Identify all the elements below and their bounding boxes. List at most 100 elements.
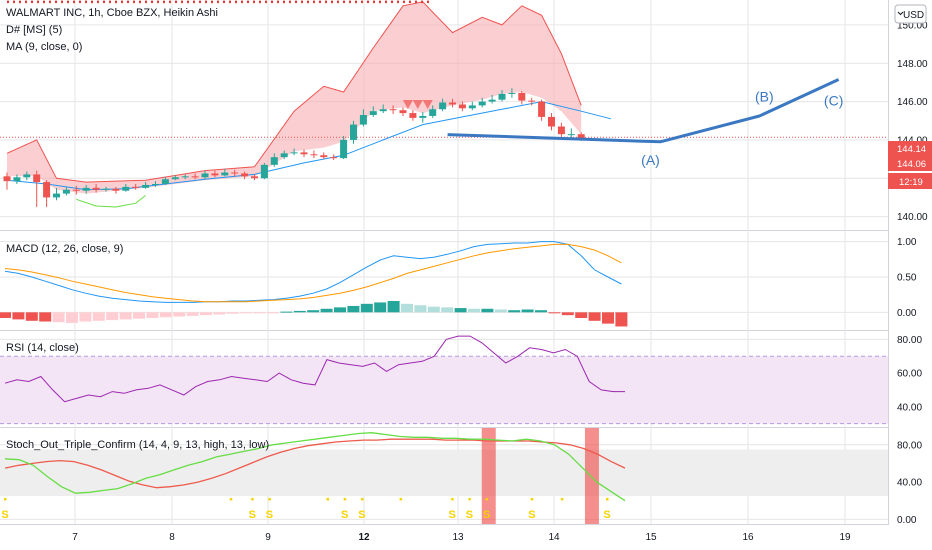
candle-body [567, 134, 575, 136]
indicator-title-ma[interactable]: MA (9, close, 0) [6, 41, 82, 53]
macd-histogram-bar [79, 312, 92, 322]
candle-body [241, 173, 249, 177]
macd-histogram-bar [454, 308, 467, 313]
price-tick-label: 144.00 [897, 135, 928, 146]
rsi-line [4, 335, 625, 403]
macd-histogram-bar [186, 312, 199, 316]
currency-button[interactable]: USD [894, 4, 927, 24]
macd-histogram-bar [0, 312, 11, 318]
stoch-title[interactable]: Stoch_Out_Triple_Confirm (14, 4, 9, 13, … [6, 439, 269, 451]
candle-body [112, 188, 120, 191]
candle-body [458, 104, 466, 109]
stoch-signal-dot [268, 498, 271, 501]
stoch-d-line [4, 438, 626, 489]
wave-label-a: (A) [641, 152, 660, 168]
candle-body [488, 99, 496, 102]
stoch-signal-bar [584, 428, 599, 524]
stoch-signal-dot [399, 498, 403, 501]
candle-body [211, 173, 219, 176]
macd-histogram-bar [119, 312, 132, 320]
price-tick-label: 140.00 [897, 212, 928, 223]
candle-body [518, 92, 526, 101]
stoch-s-marker: S [341, 509, 348, 521]
candle-body [290, 152, 298, 154]
candle-body [62, 189, 70, 194]
candle-body [439, 102, 447, 110]
macd-histogram-bar [12, 312, 25, 320]
stoch-s-marker: S [603, 509, 610, 521]
macd-histogram-bar [374, 302, 387, 313]
candle-body [33, 174, 41, 183]
wave-label-c: (C) [824, 92, 843, 108]
candle-body [161, 179, 169, 184]
price-tick-label: 0.00 [897, 515, 917, 526]
macd-histogram-bar [347, 305, 360, 313]
candle-body [548, 116, 555, 127]
candle-body [330, 157, 338, 159]
time-axis[interactable]: 7 8 9 12 13 14 15 16 19 [72, 532, 851, 543]
macd-histogram-bar [334, 307, 346, 313]
stoch-k-line [4, 432, 626, 502]
candle-body [557, 126, 565, 135]
stoch-s-marker: S [266, 509, 273, 521]
stoch-signal-dot [360, 498, 364, 501]
rsi-pane[interactable] [0, 335, 888, 425]
ms-lower-band [76, 195, 146, 208]
macd-histogram-bar [602, 312, 614, 324]
candle-body [23, 174, 31, 178]
time-tick-label: 16 [742, 532, 754, 543]
macd-histogram-bar [561, 312, 574, 316]
price-tick-label: 148.00 [897, 59, 928, 70]
candle-body [191, 176, 199, 178]
candle-body [132, 186, 140, 188]
stoch-signal-dot [4, 498, 7, 501]
stoch-s-marker: S [528, 509, 535, 521]
stoch-signal-dot [560, 498, 564, 501]
candle-body [82, 187, 90, 191]
elliott-wave-line [447, 78, 840, 144]
indicator-title-ms[interactable]: D# [MS] (5) [6, 24, 62, 36]
candle-body [122, 186, 130, 191]
candle-body [181, 176, 189, 178]
main-pane[interactable]: (A) (B) (C) [0, 0, 888, 208]
macd-histogram-bar [25, 312, 38, 321]
rsi-title[interactable]: RSI (14, close) [6, 342, 79, 354]
macd-histogram-bar [106, 312, 119, 321]
time-tick-label: 9 [265, 532, 271, 543]
macd-pane[interactable] [0, 241, 628, 327]
wave-label-b: (B) [755, 89, 774, 105]
macd-histogram-bar [280, 311, 293, 313]
last-price-tag: 144.14 [888, 141, 932, 156]
candle-body [310, 154, 318, 156]
macd-histogram-bar [441, 307, 454, 313]
candle-body [577, 134, 585, 138]
candle-body [280, 153, 288, 158]
macd-signal-line [4, 243, 622, 303]
macd-histogram-bar [159, 312, 172, 318]
macd-histogram-bar [39, 312, 52, 322]
macd-title[interactable]: MACD (12, 26, close, 9) [6, 243, 123, 255]
macd-histogram-bar [414, 305, 427, 313]
price-tick-label: 40.00 [897, 402, 922, 413]
candle-body [171, 177, 179, 180]
macd-line [4, 241, 622, 303]
candle-body [221, 172, 229, 176]
rsi-band [0, 356, 888, 424]
candle-body [409, 113, 417, 118]
candle-body [389, 109, 397, 111]
macd-histogram-bar [387, 301, 400, 313]
candle-body [528, 100, 536, 102]
price-axis[interactable]: 140.00142.00144.00146.00148.00150.000.00… [897, 20, 928, 525]
macd-histogram-bar [427, 306, 440, 313]
candle-body [251, 176, 258, 179]
macd-histogram-bar [615, 312, 628, 327]
current-price-tag: 144.06 [888, 156, 932, 171]
macd-histogram-bar [320, 308, 333, 313]
symbol-title[interactable]: WALMART INC, 1h, Cboe BZX, Heikin Ashi [6, 7, 218, 19]
candle-body [152, 184, 159, 185]
price-tick-label: 40.00 [897, 478, 922, 489]
macd-histogram-bar [468, 308, 480, 313]
macd-histogram-bar [226, 312, 239, 314]
candle-body [478, 101, 486, 106]
